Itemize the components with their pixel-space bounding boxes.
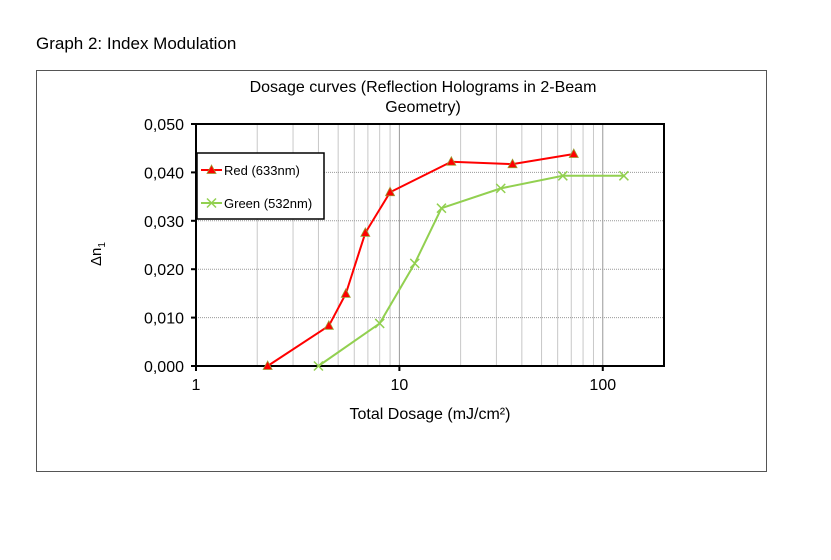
legend-box (196, 152, 325, 220)
series-green (313, 170, 629, 372)
triangle-marker (360, 227, 371, 237)
y-axis-label-main: Δn (88, 248, 105, 266)
x-tick-label: 100 (589, 377, 616, 394)
x-marker-stroke (206, 197, 217, 209)
x-marker-stroke (409, 258, 420, 269)
x-marker-stroke (436, 203, 447, 214)
x-marker-stroke (374, 318, 385, 329)
x-marker (206, 197, 217, 209)
series-red (262, 148, 579, 370)
legend-item: Green (532nm) (201, 196, 312, 211)
x-marker (557, 170, 568, 181)
triangle-marker (262, 360, 273, 370)
y-tick-label: 0,040 (144, 165, 184, 182)
y-tick-label: 0,010 (144, 311, 184, 328)
triangle-marker (446, 155, 457, 166)
x-marker-stroke (618, 170, 629, 181)
x-marker-stroke (495, 183, 506, 194)
x-marker (313, 360, 324, 372)
chart-frame (36, 70, 767, 472)
plot-area-border (195, 123, 665, 367)
triangle-marker (568, 148, 579, 158)
triangle-marker (323, 319, 335, 330)
x-axis-label: Total Dosage (mJ/cm²) (350, 406, 511, 423)
legend-item: Red (633nm) (201, 163, 300, 178)
x-marker (618, 170, 629, 181)
x-tick-label: 1 (192, 377, 201, 394)
page-heading: Graph 2: Index Modulation (36, 34, 237, 53)
y-axis-label: Δn1 (88, 242, 108, 266)
y-tick-label: 0,000 (144, 359, 184, 376)
y-tick-label: 0,020 (144, 262, 184, 279)
triangle-marker (340, 288, 351, 298)
triangle-marker (507, 158, 518, 169)
x-marker (374, 318, 385, 329)
y-tick-label: 0,030 (144, 214, 184, 231)
x-marker (436, 203, 447, 214)
x-tick-label: 10 (390, 377, 408, 394)
x-marker-stroke (557, 170, 568, 181)
y-axis-label-sub: 1 (97, 242, 108, 248)
series-line (267, 153, 574, 367)
legend-label: Green (532nm) (224, 196, 312, 211)
series-line (317, 174, 624, 367)
triangle-marker (206, 164, 217, 174)
x-marker (409, 258, 420, 269)
y-tick-label: 0,050 (144, 117, 184, 134)
chart-title-line-1: Dosage curves (Reflection Holograms in 2… (250, 79, 597, 96)
x-marker (495, 183, 506, 194)
x-marker-stroke (313, 360, 324, 372)
chart-title-line-2: Geometry) (385, 99, 461, 116)
triangle-marker (384, 186, 396, 197)
legend-label: Red (633nm) (224, 163, 300, 178)
